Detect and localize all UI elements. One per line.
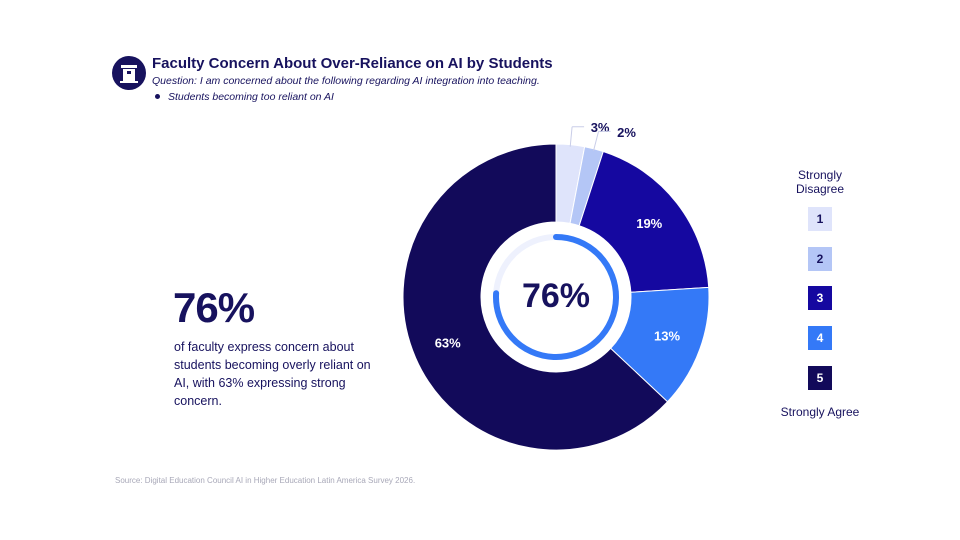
bullet-dot — [155, 94, 160, 100]
podium-icon — [120, 65, 138, 83]
question-text: Question: I am concerned about the follo… — [152, 75, 540, 87]
summary-description: of faculty express concern about student… — [174, 340, 371, 408]
legend-bottom-label: Strongly Agree — [780, 405, 860, 419]
slice-label-4: 13% — [654, 328, 680, 343]
legend-item-4: 4 — [808, 326, 832, 350]
slice-label-1: 3% — [591, 120, 610, 135]
donut-slice-3 — [578, 150, 710, 293]
center-ring-progress — [493, 234, 619, 360]
legend-item-5: 5 — [808, 366, 832, 390]
legend-item-2: 2 — [808, 247, 832, 271]
source-note: Source: Digital Education Council AI in … — [115, 476, 416, 485]
logo-badge — [112, 56, 146, 90]
leader-line-1 — [569, 126, 573, 147]
question-item: Students becoming too reliant on AI — [152, 91, 334, 103]
donut-slice-5 — [402, 143, 669, 451]
slice-label-2: 2% — [617, 125, 636, 140]
legend-item-1: 1 — [808, 207, 832, 231]
legend-top-label: Strongly Disagree — [795, 168, 845, 196]
leader-line-2 — [593, 131, 600, 151]
chart-title: Faculty Concern About Over-Reliance on A… — [152, 55, 553, 72]
summary-stat: 76% — [173, 284, 255, 331]
question-item-text: Students becoming too reliant on AI — [168, 91, 334, 103]
slice-label-3: 19% — [636, 216, 662, 231]
center-label: 76% — [522, 277, 590, 315]
slice-label-5: 63% — [435, 335, 461, 350]
legend-item-3: 3 — [808, 286, 832, 310]
